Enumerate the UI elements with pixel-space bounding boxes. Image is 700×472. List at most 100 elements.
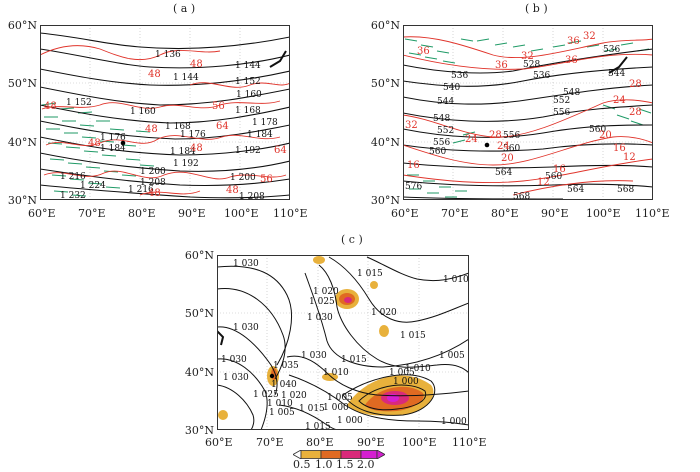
contour-label: 1 030 — [233, 323, 259, 333]
lat-label: 40°N — [184, 366, 214, 379]
contour-label: 1 035 — [273, 361, 299, 371]
panel-a-map: 1 136 1 144 1 144 1 152 1 152 1 160 1 16… — [40, 25, 290, 200]
lon-label: 110°E — [452, 436, 487, 449]
contour-labels-black: 1 030 1 015 1 010 1 020 1 025 1 030 1 03… — [221, 259, 469, 430]
colorbar-label: 2.0 — [357, 458, 375, 471]
site-marker — [120, 140, 126, 146]
contour-label: 536 — [533, 71, 550, 81]
lon-label: 60°E — [28, 207, 56, 220]
contour-label: 1 000 — [393, 377, 419, 387]
contour-label: 528 — [523, 60, 540, 70]
contour-label: 1 015 — [299, 404, 325, 414]
contour-label: 36 — [495, 60, 508, 71]
contour-label: 56 — [212, 101, 225, 112]
lat-label: 30°N — [7, 194, 37, 207]
contour-label: 536 — [603, 45, 620, 55]
panel-b-map: 536 528 536 536 540 544 544 548 552 556 … — [403, 25, 653, 200]
contour-label: 536 — [451, 71, 468, 81]
contour-label: 1 015 — [357, 269, 383, 279]
contour-label: 564 — [567, 185, 584, 195]
contour-label: 1 184 — [170, 147, 196, 157]
contour-label: 28 — [629, 107, 642, 118]
contour-label: 1 010 — [267, 399, 293, 409]
panel-c-map: 1 030 1 015 1 010 1 020 1 025 1 030 1 03… — [217, 255, 469, 430]
lon-label: 110°E — [635, 207, 670, 220]
lat-label: 50°N — [7, 77, 37, 90]
contour-label: 36 — [567, 36, 580, 47]
contour-label: 552 — [437, 126, 454, 136]
contour-label: 560 — [589, 125, 606, 135]
colorbar-label: 0.5 — [293, 458, 311, 471]
contour-label: 1 152 — [66, 98, 92, 108]
contour-label: 64 — [216, 121, 229, 132]
contour-label: 1 005 — [439, 351, 465, 361]
contour-label: 1 010 — [323, 368, 349, 378]
lat-label: 50°N — [370, 77, 400, 90]
contour-label: 36 — [417, 46, 430, 57]
contour-label: 48 — [148, 69, 161, 80]
lat-label: 60°N — [7, 19, 37, 32]
contour-label: 568 — [513, 192, 530, 200]
contour-label: 1 224 — [80, 181, 106, 191]
contour-label: 20 — [501, 153, 514, 164]
contour-label: 1 015 — [341, 355, 367, 365]
lon-label: 100°E — [402, 436, 437, 449]
site-marker — [269, 373, 275, 379]
lat-label: 50°N — [184, 307, 214, 320]
contour-label: 1 040 — [271, 380, 297, 390]
contour-label: 16 — [553, 164, 566, 175]
contour-label: 560 — [429, 147, 446, 157]
contour-label: 1 015 — [305, 422, 331, 430]
contour-label: 1 160 — [236, 90, 262, 100]
contour-label: 36 — [565, 55, 578, 66]
contour-label: 24 — [613, 95, 626, 106]
contour-label: 1 184 — [247, 130, 273, 140]
contour-label: 48 — [88, 138, 101, 149]
lat-label: 60°N — [370, 19, 400, 32]
grid-lines — [217, 255, 469, 430]
contour-label: 1 184 — [100, 144, 126, 154]
panel-b-label: ( b ) — [525, 2, 548, 15]
contour-label: 1 025 — [309, 297, 335, 307]
lon-label: 60°E — [205, 436, 233, 449]
lon-label: 70°E — [256, 436, 284, 449]
contour-label: 48 — [190, 59, 203, 70]
lon-label: 80°E — [128, 207, 156, 220]
lon-label: 110°E — [273, 207, 308, 220]
contour-label: 1 216 — [60, 172, 86, 182]
colorbar — [293, 450, 385, 459]
contour-label: 1 020 — [313, 287, 339, 297]
contour-labels-black: 536 528 536 536 540 544 544 548 552 556 … — [405, 45, 634, 200]
contour-label: 1 176 — [100, 133, 126, 143]
contour-labels-red: 48 48 48 56 48 48 64 64 48 56 48 48 — [44, 59, 287, 199]
contour-label: 556 — [553, 108, 570, 118]
contour-label: 1 192 — [235, 146, 261, 156]
contour-label: 1 144 — [173, 73, 199, 83]
contour-label: 48 — [44, 101, 57, 112]
colorbar-label: 1.0 — [315, 458, 333, 471]
contour-label: 32 — [521, 51, 534, 62]
contour-label: 1 176 — [180, 130, 206, 140]
contour-label: 1 208 — [140, 178, 166, 188]
lon-label: 100°E — [586, 207, 621, 220]
contour-label: 1 168 — [165, 122, 191, 132]
contour-label: 1 010 — [405, 364, 431, 374]
contour-label: 552 — [553, 96, 570, 106]
height-contours-black — [403, 48, 653, 200]
contour-label: 48 — [226, 185, 239, 196]
frame — [40, 25, 290, 200]
contour-label: 1 208 — [239, 192, 265, 200]
contour-label: 1 000 — [441, 417, 467, 427]
contour-label: 16 — [613, 143, 626, 154]
temperature-contours-red — [40, 45, 290, 196]
contour-label: 556 — [433, 138, 450, 148]
height-contours-black — [40, 32, 290, 199]
contour-label: 12 — [623, 152, 636, 163]
contour-label: 1 000 — [323, 403, 349, 413]
contour-label: 1 030 — [221, 355, 247, 365]
contour-label: 560 — [545, 172, 562, 182]
contour-label: 20 — [599, 130, 612, 141]
lon-label: 100°E — [224, 207, 259, 220]
lon-label: 90°E — [541, 207, 569, 220]
pressure-contours-black — [217, 256, 469, 430]
